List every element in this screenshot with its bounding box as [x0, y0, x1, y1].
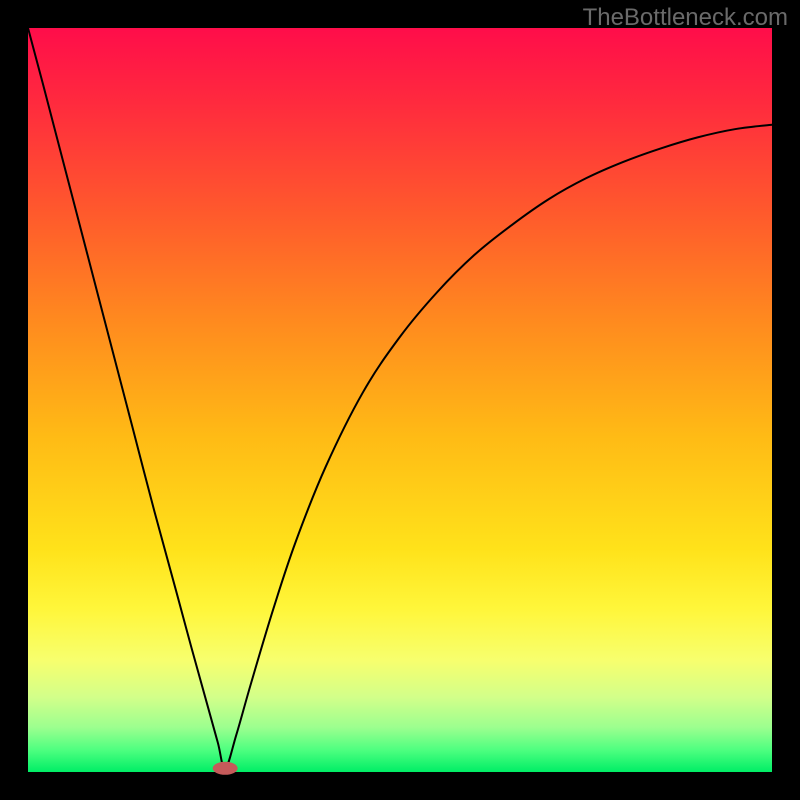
bottleneck-chart	[0, 0, 800, 800]
plot-background	[28, 28, 772, 772]
watermark-text: TheBottleneck.com	[583, 4, 788, 32]
chart-container: TheBottleneck.com	[0, 0, 800, 800]
minimum-marker	[213, 762, 237, 774]
